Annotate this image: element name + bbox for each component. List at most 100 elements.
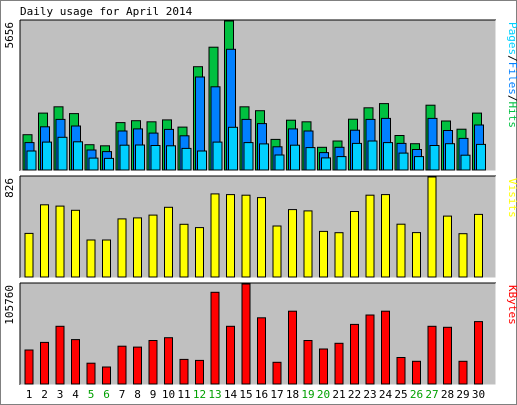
series-side-label: Pages/Files/Hits: [506, 22, 517, 128]
bar-kbytes-day-7: [117, 345, 127, 385]
bar-pages-day-2: [42, 141, 52, 171]
bar-visits-day-13: [210, 193, 220, 278]
series-side-label: Visits: [506, 178, 517, 218]
bar-pages-day-6: [104, 157, 114, 171]
bar-kbytes-day-3: [55, 325, 65, 385]
bar-kbytes-day-29: [458, 360, 468, 385]
bar-pages-day-25: [398, 152, 409, 171]
bar-visits-day-15: [241, 194, 251, 278]
bar-kbytes-day-14: [226, 325, 235, 385]
x-tick-label-day-9: 9: [150, 388, 157, 401]
bar-pages-day-16: [259, 143, 269, 171]
bar-kbytes-day-26: [412, 360, 421, 385]
bar-visits-day-22: [350, 211, 359, 278]
bar-visits-day-12: [195, 227, 204, 278]
chart-title: Daily usage for April 2014: [20, 5, 193, 18]
bar-kbytes-day-6: [102, 366, 111, 385]
bar-pages-day-29: [460, 154, 471, 171]
bar-visits-day-16: [257, 197, 266, 278]
bar-pages-day-28: [445, 143, 455, 171]
bar-visits-day-20: [319, 230, 328, 278]
bar-kbytes-day-21: [334, 342, 344, 385]
bar-kbytes-day-13: [210, 291, 220, 385]
x-tick-label-day-20: 20: [317, 388, 330, 401]
bar-pages-day-30: [476, 143, 486, 171]
bar-kbytes-day-28: [443, 326, 452, 385]
x-tick-label-day-14: 14: [224, 388, 238, 401]
bar-pages-day-1: [26, 150, 37, 171]
bar-pages-day-19: [305, 147, 316, 171]
bar-visits-day-24: [381, 194, 390, 278]
series-side-label-part: Visits: [506, 178, 517, 218]
bar-visits-day-7: [117, 218, 127, 278]
x-tick-label-day-27: 27: [425, 388, 438, 401]
bar-visits-day-4: [71, 209, 80, 278]
series-visits: [24, 176, 483, 278]
x-tick-label-day-16: 16: [255, 388, 268, 401]
series-pages: [26, 126, 486, 171]
bar-pages-day-3: [57, 136, 68, 171]
bar-kbytes-day-4: [71, 339, 80, 385]
x-tick-label-day-7: 7: [119, 388, 126, 401]
bar-pages-day-15: [243, 142, 254, 171]
x-tick-label-day-5: 5: [88, 388, 95, 401]
series-side-label-part: /: [506, 55, 517, 62]
x-tick-label-day-30: 30: [472, 388, 485, 401]
x-tick-label-day-2: 2: [41, 388, 48, 401]
bar-visits-day-5: [86, 239, 96, 278]
series-side-label-part: /: [506, 95, 517, 102]
series-side-label-part: Pages: [506, 22, 517, 55]
bar-visits-day-23: [365, 194, 375, 278]
x-tick-label-day-23: 23: [363, 388, 376, 401]
bar-pages-day-12: [197, 150, 207, 171]
bar-kbytes-day-9: [148, 340, 158, 385]
panel-kbytes: 105760 KBytes: [3, 282, 517, 386]
bar-visits-day-29: [458, 233, 468, 278]
bar-pages-day-7: [119, 144, 130, 171]
bar-kbytes-day-23: [365, 314, 375, 385]
x-tick-label-day-26: 26: [410, 388, 423, 401]
x-tick-label-day-12: 12: [193, 388, 206, 401]
bar-pages-day-10: [166, 145, 176, 171]
x-tick-label-day-3: 3: [57, 388, 64, 401]
bar-pages-day-27: [429, 145, 440, 171]
bar-visits-day-18: [288, 209, 297, 278]
bar-visits-day-14: [226, 194, 235, 278]
bar-kbytes-day-30: [474, 321, 483, 385]
bar-kbytes-day-5: [86, 362, 96, 385]
bar-pages-day-22: [352, 142, 362, 171]
x-tick-label-day-15: 15: [239, 388, 252, 401]
bar-pages-day-23: [367, 140, 378, 171]
bar-visits-day-30: [474, 213, 483, 278]
series-side-label-part: Files: [506, 62, 517, 95]
bar-kbytes-day-16: [257, 317, 266, 385]
bar-pages-day-13: [212, 141, 223, 171]
bar-kbytes-day-8: [133, 346, 142, 385]
bar-pages-day-17: [274, 154, 285, 171]
bar-kbytes-day-18: [288, 310, 297, 385]
bar-visits-day-6: [102, 239, 111, 278]
bar-kbytes-day-15: [241, 283, 251, 385]
x-tick-label-day-10: 10: [162, 388, 175, 401]
bar-pages-day-14: [228, 126, 238, 171]
bar-visits-day-26: [412, 232, 421, 278]
bar-kbytes-day-12: [195, 359, 204, 385]
series-side-label-part: Hits: [506, 102, 517, 129]
bar-pages-day-24: [383, 142, 393, 171]
bar-kbytes-day-20: [319, 348, 328, 385]
bar-kbytes-day-27: [427, 325, 437, 385]
x-tick-label-day-24: 24: [379, 388, 393, 401]
bar-visits-day-2: [40, 204, 49, 278]
bar-kbytes-day-1: [24, 349, 34, 385]
bar-visits-day-25: [396, 223, 406, 278]
bar-visits-day-21: [334, 232, 344, 278]
bar-pages-day-8: [135, 144, 145, 171]
bar-kbytes-day-19: [303, 340, 313, 385]
x-tick-label-day-28: 28: [441, 388, 454, 401]
bar-kbytes-day-11: [179, 358, 189, 385]
bar-kbytes-day-22: [350, 323, 359, 385]
x-tick-label-day-8: 8: [134, 388, 141, 401]
series-side-label-part: KBytes: [506, 285, 517, 325]
bar-visits-day-28: [443, 215, 452, 278]
bar-pages-day-4: [73, 141, 83, 171]
